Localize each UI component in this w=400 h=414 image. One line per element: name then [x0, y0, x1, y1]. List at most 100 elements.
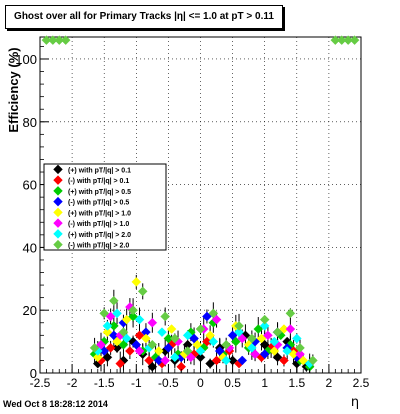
data-point	[96, 339, 106, 350]
data-point	[247, 333, 257, 344]
legend-marker	[53, 186, 63, 196]
legend-entry: (+) with pT/|q| > 0.1	[68, 167, 131, 174]
y-axis-label: Efficiency (%)	[6, 47, 21, 132]
data-point	[205, 358, 215, 369]
data-point	[108, 295, 119, 306]
data-point	[157, 327, 167, 338]
data-point	[128, 305, 138, 316]
data-point	[112, 308, 122, 319]
data-point	[160, 355, 171, 366]
data-point	[47, 35, 58, 45]
data-point	[166, 324, 177, 334]
data-point	[182, 346, 193, 356]
data-point	[195, 324, 206, 334]
legend-marker	[53, 229, 63, 239]
data-point	[131, 277, 142, 287]
legend: (+) with pT/|q| > 0.1 (-) with pT/|q| > 0…	[43, 163, 167, 251]
data-point	[250, 349, 260, 360]
data-point	[41, 35, 52, 45]
y-tick-label: 40	[23, 240, 37, 255]
data-point	[163, 343, 174, 353]
data-point	[147, 317, 158, 328]
data-point	[153, 355, 164, 366]
data-point	[99, 308, 110, 319]
data-point	[330, 35, 341, 45]
data-point	[253, 324, 264, 334]
data-point	[153, 346, 164, 356]
legend-entry: (-) with pT/|q| > 1.0	[68, 221, 129, 228]
data-point	[102, 327, 113, 338]
data-point	[282, 346, 293, 356]
data-point	[105, 311, 116, 322]
data-point	[307, 355, 318, 366]
data-point	[189, 333, 199, 344]
x-tick-label: -2	[67, 376, 78, 390]
legend-entry: (+) with pT/|q| > 0.5	[68, 189, 131, 196]
data-point	[208, 336, 219, 347]
data-point	[169, 333, 180, 344]
data-point	[121, 314, 132, 325]
data-point	[234, 321, 244, 331]
data-point	[112, 343, 122, 353]
data-points	[41, 35, 360, 372]
data-point	[259, 321, 270, 331]
data-point	[144, 355, 154, 366]
data-point	[128, 311, 138, 322]
data-point	[259, 314, 270, 325]
legend-marker	[53, 164, 63, 175]
data-point	[141, 333, 151, 344]
data-point	[192, 339, 203, 350]
data-point	[134, 314, 145, 325]
data-point	[343, 35, 354, 45]
y-tick-label: 100	[15, 52, 37, 67]
chart-title-box: Ghost over all for Primary Tracks |η| <=…	[5, 5, 283, 29]
data-point	[272, 327, 283, 338]
data-point	[108, 330, 119, 341]
data-point	[202, 336, 212, 347]
x-axis-label: η	[351, 395, 359, 410]
data-point	[108, 321, 119, 331]
data-point	[137, 286, 148, 297]
data-point	[121, 333, 132, 344]
legend-entry: (+) with pT/|q| > 2.0	[68, 232, 131, 239]
data-point	[279, 355, 289, 366]
data-point	[214, 346, 225, 356]
legend-box	[43, 163, 167, 251]
data-point	[227, 330, 238, 341]
legend-entry: (-) with pT/|q| > 0.5	[68, 200, 129, 207]
x-tick-label: 0.5	[224, 376, 241, 390]
x-tick-label: -1.5	[94, 376, 115, 390]
data-point	[195, 352, 206, 363]
data-point	[163, 333, 174, 344]
data-point	[186, 352, 196, 363]
data-point	[208, 308, 219, 319]
data-point	[269, 336, 280, 347]
data-point	[89, 343, 100, 353]
data-point	[285, 324, 296, 334]
x-tick-label: 1	[261, 376, 268, 390]
data-point	[125, 346, 135, 356]
data-point	[288, 349, 299, 360]
data-point	[247, 343, 257, 353]
data-point	[195, 346, 206, 356]
data-point	[259, 349, 270, 360]
data-point	[92, 352, 103, 363]
data-point	[147, 361, 158, 372]
y-tick-label: 80	[23, 115, 37, 130]
x-tick-label: 2.5	[353, 376, 370, 390]
data-point	[99, 346, 110, 356]
y-tick-label: 20	[23, 303, 37, 318]
data-point	[279, 324, 289, 334]
data-point	[259, 339, 270, 350]
data-point	[202, 311, 212, 322]
data-point	[147, 339, 158, 350]
data-point	[285, 308, 296, 319]
data-point	[237, 333, 248, 344]
x-tick-label: 2	[326, 376, 333, 390]
x-tick-label: -0.5	[158, 376, 179, 390]
data-point	[169, 352, 180, 363]
data-point	[349, 35, 360, 45]
x-tick-label: -1	[131, 376, 142, 390]
data-point	[160, 311, 171, 322]
x-tick-label: -2.5	[30, 376, 51, 390]
